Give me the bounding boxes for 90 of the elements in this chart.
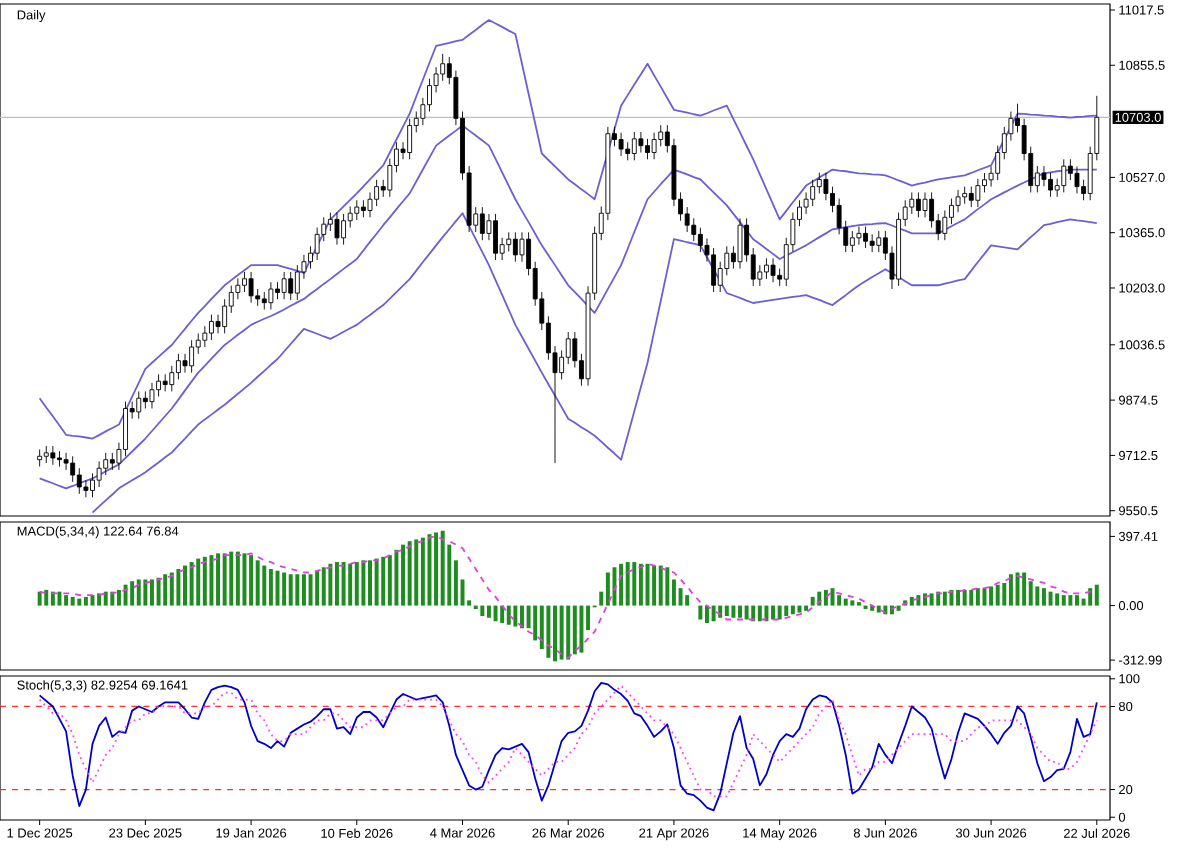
- candlestick: [261, 291, 267, 310]
- candlestick: [909, 191, 915, 215]
- candlestick: [691, 217, 697, 242]
- candlestick: [294, 264, 300, 301]
- candlestick: [506, 231, 512, 252]
- candlestick: [968, 186, 974, 208]
- candlestick: [896, 212, 902, 287]
- candlestick: [83, 479, 89, 498]
- candlestick: [962, 186, 968, 205]
- candlestick: [76, 467, 82, 495]
- candlestick: [209, 314, 214, 341]
- candlestick: [770, 257, 776, 283]
- candlestick: [684, 206, 690, 233]
- candlestick: [493, 213, 498, 261]
- candlestick: [341, 213, 346, 246]
- candlestick: [103, 452, 109, 476]
- candlestick: [1067, 158, 1073, 181]
- candlestick: [849, 230, 855, 253]
- candlestick: [645, 138, 650, 160]
- candlestick: [737, 217, 743, 269]
- candlestick: [764, 257, 769, 280]
- candlestick: [975, 178, 981, 208]
- candlestick: [50, 445, 56, 466]
- candlestick: [96, 460, 102, 488]
- candlestick: [248, 271, 254, 304]
- candlestick: [142, 390, 148, 409]
- candlestick: [856, 226, 862, 246]
- candlestick: [149, 382, 155, 409]
- candlestick: [37, 449, 43, 467]
- candlestick: [803, 191, 809, 215]
- candlestick: [651, 132, 657, 160]
- candlestick: [1041, 165, 1047, 187]
- candlestick: [281, 271, 287, 300]
- candlestick: [156, 373, 161, 397]
- candlestick: [288, 271, 294, 301]
- candlestick: [512, 231, 518, 263]
- candlestick: [519, 231, 525, 263]
- candlestick: [1048, 172, 1053, 198]
- candlestick: [823, 172, 829, 201]
- candlestick: [982, 172, 987, 193]
- candlestick: [407, 118, 413, 160]
- candlestick: [327, 212, 333, 232]
- candlestick: [876, 230, 882, 253]
- candlestick: [242, 271, 247, 293]
- candlestick: [929, 191, 935, 229]
- candlestick: [915, 191, 921, 218]
- candlestick: [955, 189, 961, 213]
- candlestick: [189, 339, 195, 374]
- candlestick: [440, 53, 446, 82]
- candlestick: [63, 452, 69, 471]
- candlestick: [631, 131, 637, 161]
- candlestick: [479, 206, 485, 241]
- candlestick: [235, 277, 241, 300]
- candlestick: [671, 138, 677, 207]
- candlestick: [638, 131, 644, 153]
- candlestick: [711, 247, 717, 293]
- candlestick: [314, 227, 320, 261]
- candlestick: [618, 132, 624, 157]
- candlestick: [182, 353, 188, 374]
- candlestick: [70, 455, 76, 483]
- candlestick: [202, 325, 208, 348]
- candlestick: [1061, 158, 1067, 193]
- candlestick: [625, 141, 631, 161]
- candlestick: [942, 210, 948, 241]
- candlestick: [697, 227, 703, 253]
- candlestick: [334, 212, 340, 246]
- candlestick: [123, 401, 128, 457]
- candlestick: [1074, 166, 1080, 194]
- candlestick: [43, 445, 49, 464]
- candlestick: [717, 261, 723, 293]
- candlestick: [810, 179, 816, 207]
- candlestick: [863, 226, 868, 249]
- candlestick: [354, 199, 360, 221]
- candlestick: [175, 353, 181, 380]
- candlestick: [565, 331, 571, 365]
- candlestick: [922, 191, 928, 218]
- candlestick: [268, 281, 274, 310]
- candlestick: [162, 373, 168, 392]
- candlestick: [374, 179, 380, 207]
- candlestick: [367, 191, 373, 218]
- candlestick: [360, 199, 366, 218]
- candlestick: [136, 390, 142, 420]
- candlestick: [816, 172, 822, 194]
- candlestick: [57, 450, 62, 467]
- candlestick: [427, 78, 432, 112]
- candlestick: [222, 298, 228, 334]
- candlestick: [869, 233, 875, 253]
- candlestick: [658, 124, 664, 147]
- candlestick: [109, 452, 115, 471]
- candlestick: [169, 365, 175, 392]
